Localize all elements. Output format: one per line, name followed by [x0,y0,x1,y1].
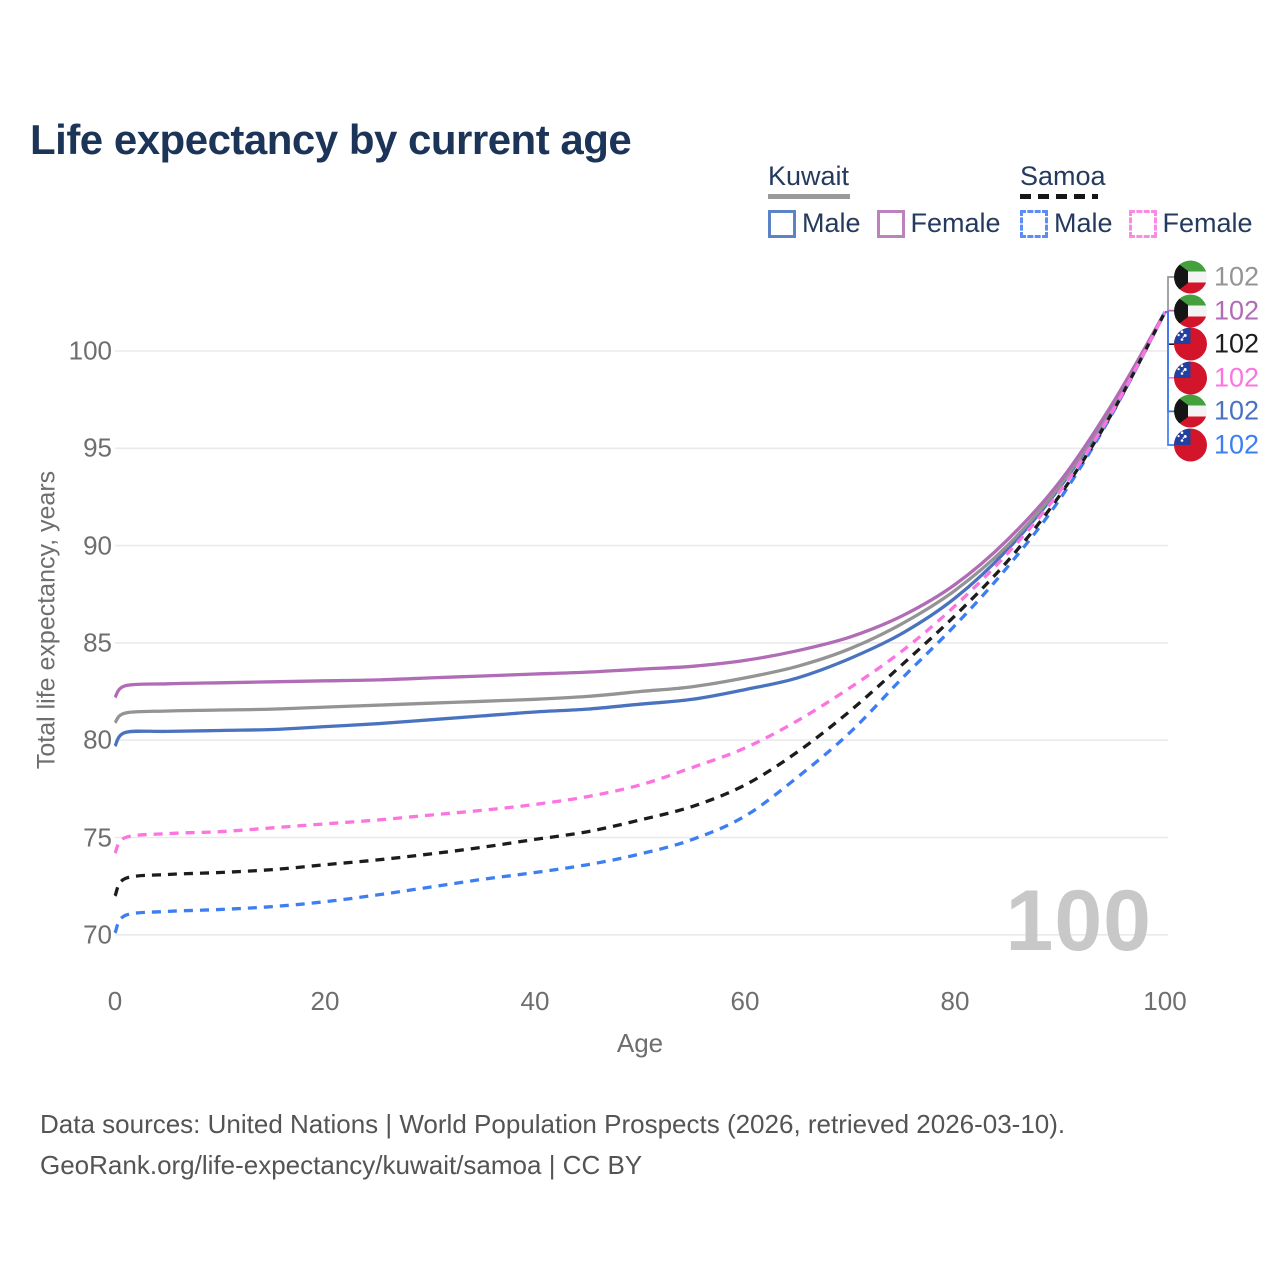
kuwait-solid-line-sample [768,194,850,199]
series-line-kuwait-all [113,311,1167,724]
end-callout-samoa-male: 102 [1174,428,1260,462]
y-tick-label: 85 [83,627,112,658]
samoa-male-swatch-icon [1020,209,1048,238]
footer-attribution: Data sources: United Nations | World Pop… [40,1104,1065,1186]
series-line-samoa-male [113,311,1167,934]
legend-label: Female [1162,208,1253,238]
end-callout-samoa-female: 102 [1174,361,1260,395]
kuwait-flag-icon [1174,394,1207,428]
end-callout-kuwait-all: 102 [1174,260,1260,294]
legend-item-samoa-female[interactable]: Female [1128,208,1253,239]
samoa-flag-icon [1174,428,1207,462]
data-sources-line: Data sources: United Nations | World Pop… [40,1109,1066,1139]
legend-label: Male [802,208,861,238]
kuwait-male-swatch-icon [768,209,796,238]
y-tick-label: 100 [68,335,112,366]
end-value-label: 102 [1214,362,1260,393]
end-value-label: 102 [1214,429,1260,460]
y-tick-label: 90 [83,530,112,561]
legend-item-samoa-male[interactable]: Male [1020,208,1113,239]
y-tick-label: 70 [83,919,112,950]
samoa-flag-icon [1174,327,1207,361]
y-tick-label: 95 [83,432,112,463]
legend-item-kuwait-male[interactable]: Male [768,208,861,239]
x-tick-label: 0 [107,986,123,1016]
end-value-label: 102 [1214,395,1260,426]
legend-title-samoa: Samoa [1020,161,1106,191]
legend-title-kuwait: Kuwait [768,161,850,191]
end-value-label: 102 [1214,328,1260,359]
end-callout-samoa-all: 102 [1174,327,1260,361]
legend-label: Male [1054,208,1113,238]
legend-group-kuwait: Kuwait Male Female [768,162,1001,239]
age-counter-watermark: 100 [1005,873,1152,969]
source-url-line: GeoRank.org/life-expectancy/kuwait/samoa… [40,1150,643,1180]
x-axis-title: Age [616,1028,664,1058]
y-tick-label: 75 [83,822,112,852]
series-line-kuwait-male [113,311,1167,748]
y-tick-label: 80 [83,724,112,755]
x-tick-label: 100 [1143,986,1187,1016]
series-line-samoa-all [113,311,1167,897]
x-tick-label: 20 [310,986,340,1016]
samoa-dashed-line-sample [1020,194,1098,199]
end-value-label: 102 [1214,295,1260,326]
kuwait-flag-icon [1174,294,1207,328]
end-callout-kuwait-female: 102 [1174,294,1260,328]
series-line-kuwait-female [113,311,1167,699]
legend-label: Female [910,208,1001,238]
y-axis-title: Total life expectancy, years [32,470,61,770]
legend-item-kuwait-female[interactable]: Female [876,208,1001,239]
kuwait-flag-icon [1174,260,1207,294]
end-value-label: 102 [1214,261,1260,292]
x-tick-label: 80 [940,986,970,1016]
callout-connector [1165,311,1176,446]
series-line-samoa-female [113,311,1167,855]
samoa-female-swatch-icon [1128,209,1157,238]
legend-group-samoa: Samoa Male Female [1020,162,1253,239]
x-tick-label: 40 [520,986,550,1016]
samoa-flag-icon [1174,361,1207,395]
kuwait-female-swatch-icon [876,209,905,238]
x-tick-label: 60 [730,986,760,1016]
page-title: Life expectancy by current age [30,116,632,164]
end-callout-kuwait-male: 102 [1174,394,1260,428]
